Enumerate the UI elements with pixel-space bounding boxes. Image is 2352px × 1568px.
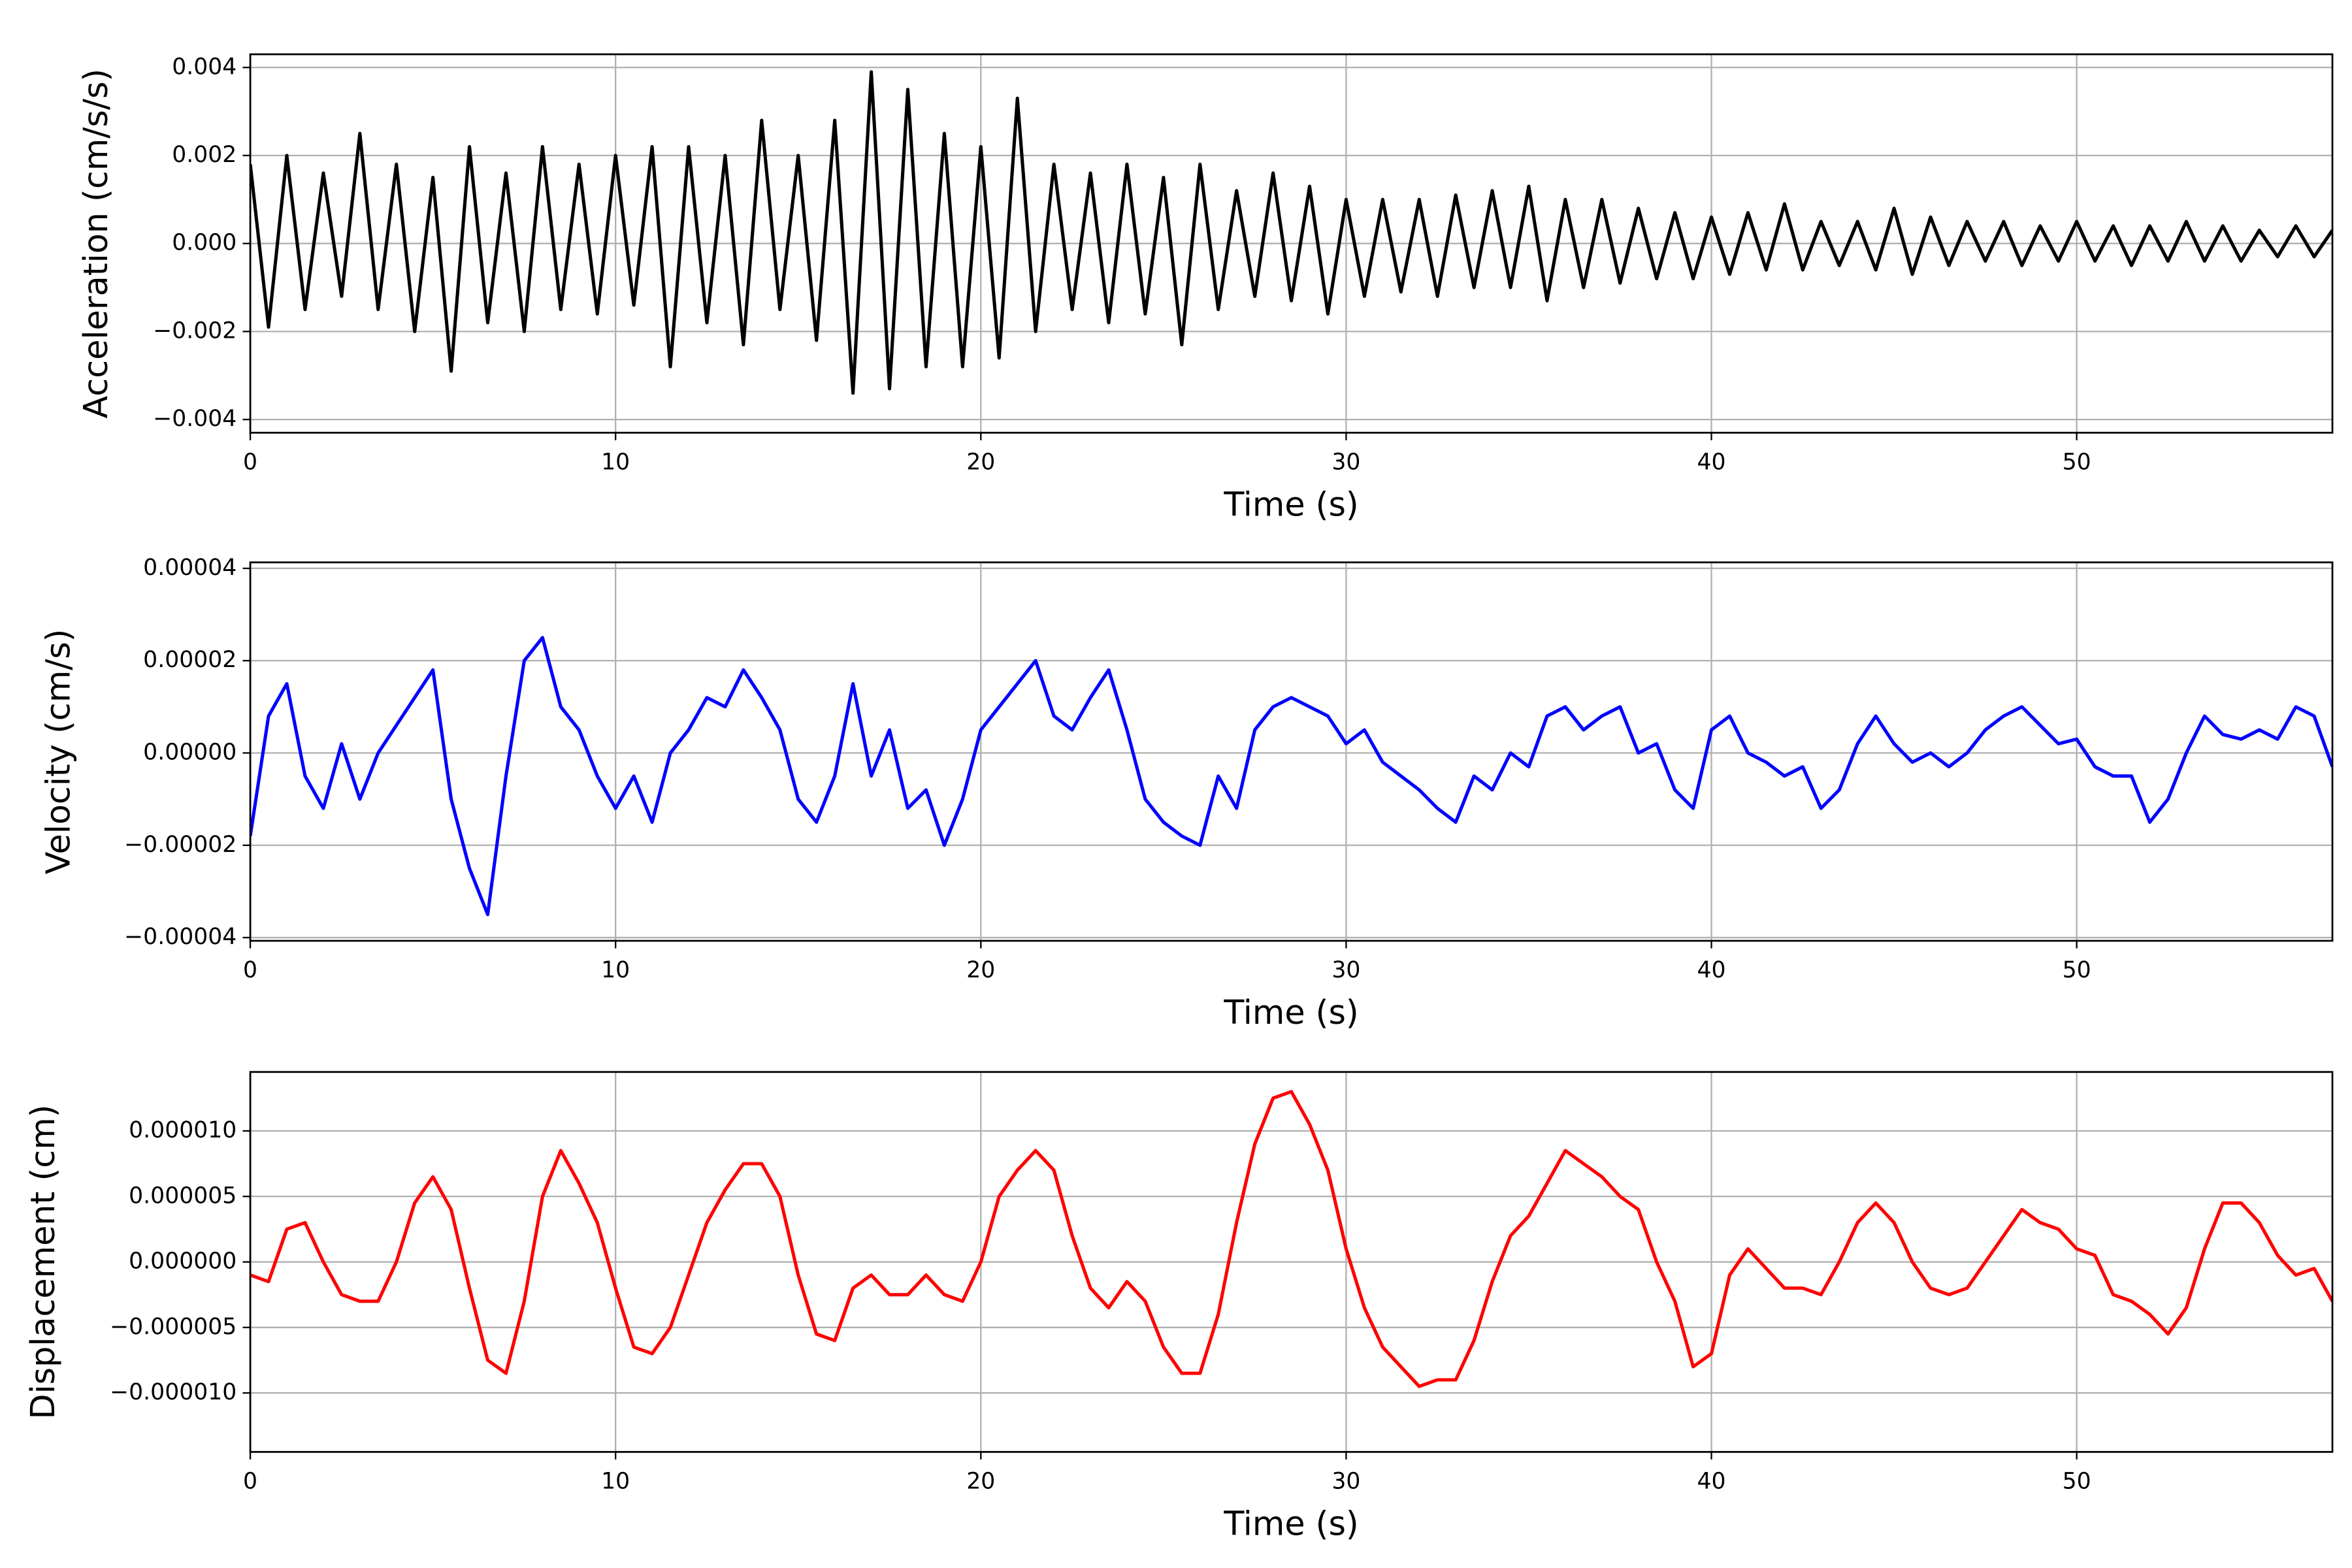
y-axis-label: Velocity (cm/s) xyxy=(39,629,77,875)
x-tick-label: 30 xyxy=(1331,449,1360,475)
y-tick-label: 0.000 xyxy=(172,230,237,256)
plot-frame xyxy=(249,1071,2334,1453)
x-axis-label: Time (s) xyxy=(1223,993,1358,1032)
x-axis-label: Time (s) xyxy=(1223,1504,1358,1543)
y-tick-label: 0.002 xyxy=(172,142,237,168)
y-tick-label: −0.000005 xyxy=(110,1314,237,1340)
x-tick-label: 10 xyxy=(601,449,630,475)
x-tick-label: 10 xyxy=(601,1468,630,1494)
x-tick-label: 50 xyxy=(2063,449,2091,475)
y-tick-label: −0.002 xyxy=(153,318,237,344)
x-tick-label: 20 xyxy=(966,449,995,475)
data-line xyxy=(250,636,2332,917)
x-tick-label: 20 xyxy=(966,957,995,983)
x-tick-label: 50 xyxy=(2063,1468,2091,1494)
plot-frame xyxy=(249,53,2334,434)
y-tick-label: −0.000010 xyxy=(110,1379,237,1405)
x-tick-label: 0 xyxy=(243,449,257,475)
x-tick-label: 20 xyxy=(966,1468,995,1494)
y-tick-label: −0.004 xyxy=(153,406,237,432)
x-tick-label: 0 xyxy=(243,1468,257,1494)
x-axis-label: Time (s) xyxy=(1223,485,1358,523)
y-tick-label: −0.00002 xyxy=(124,832,237,858)
x-tick-label: 10 xyxy=(601,957,630,983)
x-tick-label: 40 xyxy=(1697,1468,1725,1494)
y-tick-label: 0.004 xyxy=(172,54,237,80)
x-tick-label: 30 xyxy=(1331,1468,1360,1494)
data-line xyxy=(250,1090,2332,1388)
y-tick-label: −0.00004 xyxy=(124,924,237,950)
plot-frame xyxy=(249,561,2334,942)
y-axis-label: Acceleration (cm/s/s) xyxy=(76,69,115,419)
y-axis-label: Displacement (cm) xyxy=(24,1105,62,1420)
y-tick-label: 0.00000 xyxy=(143,740,237,766)
y-tick-label: 0.00002 xyxy=(143,647,237,673)
x-tick-label: 40 xyxy=(1697,957,1725,983)
y-tick-label: 0.00004 xyxy=(143,555,237,581)
data-line xyxy=(250,70,2332,395)
x-tick-label: 0 xyxy=(243,957,257,983)
y-tick-label: 0.000000 xyxy=(129,1249,237,1275)
y-tick-label: 0.000005 xyxy=(129,1183,237,1209)
y-tick-label: 0.000010 xyxy=(129,1117,237,1143)
x-tick-label: 30 xyxy=(1331,957,1360,983)
x-tick-label: 40 xyxy=(1697,449,1725,475)
x-tick-label: 50 xyxy=(2063,957,2091,983)
